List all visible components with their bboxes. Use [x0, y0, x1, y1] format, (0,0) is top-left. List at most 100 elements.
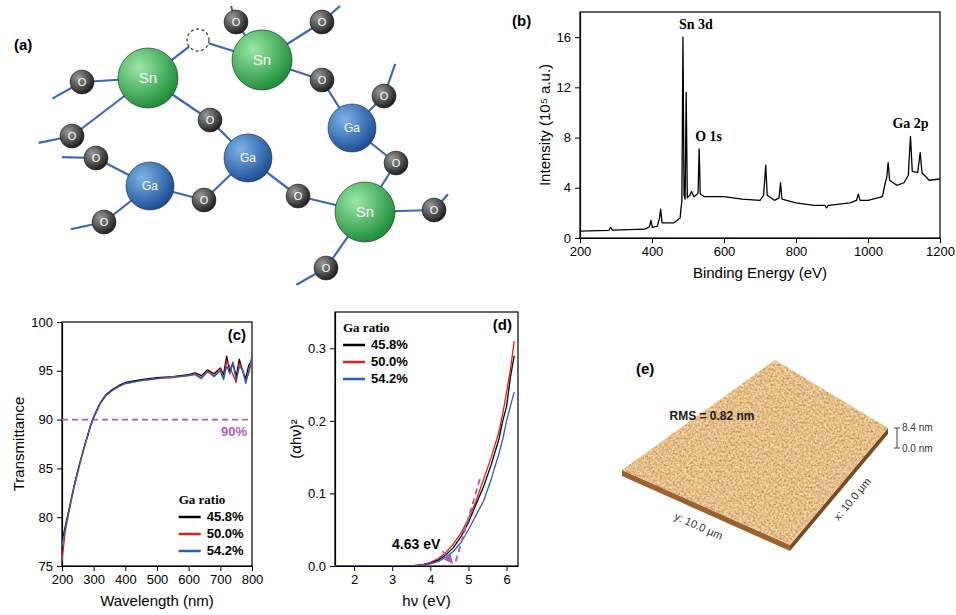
tick-label: 0.0 — [308, 559, 326, 574]
tick-mark — [575, 138, 580, 139]
atom — [384, 151, 408, 175]
tick: 400 — [642, 238, 664, 259]
legend-swatch — [343, 361, 365, 364]
tick-mark — [468, 566, 469, 571]
atom-label: O — [318, 74, 327, 86]
tick: 3 — [389, 566, 396, 587]
atom — [126, 162, 174, 210]
tick-label: 5 — [465, 572, 472, 587]
data-line — [62, 355, 252, 546]
tick-mark — [575, 87, 580, 88]
data-line — [62, 356, 252, 541]
x-axis: 23456 — [336, 566, 519, 587]
tick: 600 — [714, 238, 736, 259]
atom — [198, 108, 222, 132]
tick-mark — [507, 566, 508, 571]
tick: 0.2 — [308, 414, 335, 429]
tick-mark — [94, 566, 95, 571]
tick: 800 — [242, 566, 264, 587]
tick-label: 80 — [39, 510, 53, 525]
z-scale-tick — [894, 448, 900, 449]
panel-letter: (e) — [636, 360, 654, 377]
atom-label: Ga — [142, 179, 158, 193]
tick-mark — [62, 566, 63, 571]
z-scale-bar — [897, 428, 898, 448]
tick-mark — [940, 238, 941, 243]
tick: 75 — [39, 559, 62, 574]
tick-mark — [330, 421, 335, 422]
legend-label: 54.2% — [371, 371, 408, 386]
data-line — [335, 392, 514, 566]
plot-frame — [62, 322, 252, 566]
legend-label: 45.8% — [207, 509, 244, 524]
data-line — [335, 356, 514, 566]
legend-swatch — [179, 550, 201, 553]
tick: 0.1 — [308, 486, 335, 501]
annotation: Sn 3d — [679, 17, 713, 32]
atom-label: O — [294, 190, 303, 202]
tick-mark — [125, 566, 126, 571]
tick-mark — [575, 238, 580, 239]
x-extent-label: x: 10.0 µm — [831, 475, 873, 522]
panel-letter: (b) — [512, 12, 531, 29]
tick-label: 100 — [31, 315, 53, 330]
tick: 200 — [52, 566, 74, 587]
atom — [328, 104, 376, 152]
atom — [335, 182, 395, 242]
tick-label: 1200 — [926, 244, 955, 259]
tick: 600 — [178, 566, 200, 587]
tick-mark — [724, 238, 725, 243]
tick: 85 — [39, 461, 62, 476]
annotation: 4.63 eV — [392, 536, 441, 552]
y-axis-title: Transmittance — [10, 397, 27, 491]
plot-area — [580, 37, 940, 231]
axis-line — [62, 323, 63, 567]
plot-area — [335, 341, 514, 566]
tick: 2 — [351, 566, 358, 587]
figure: SnSnGaGaGaSnOOOOOOOOOOOOOO(a)20040060080… — [0, 0, 956, 615]
chart-panel: 234560.00.10.20.34.63 eVhν (eV)(αhν)²Ga … — [287, 312, 519, 610]
tick: 800 — [786, 238, 808, 259]
tick: 1000 — [854, 238, 883, 259]
panel-e: RMS = 0.82 nm8.4 nm0.0 nmy: 10.0 µmx: 10… — [622, 360, 933, 551]
panel-letter: (d) — [493, 316, 512, 333]
tick: 80 — [39, 510, 62, 525]
tick-label: 8 — [564, 130, 571, 145]
data-line — [335, 341, 514, 566]
tick-label: 600 — [178, 572, 200, 587]
legend-title: Ga ratio — [179, 492, 226, 507]
atom — [192, 188, 216, 212]
y-axis: 7580859095100 — [31, 315, 62, 574]
axis-line — [580, 13, 581, 239]
atom — [422, 198, 446, 222]
atom — [70, 70, 94, 94]
tick: 16 — [557, 30, 580, 45]
annotation: O 1s — [695, 129, 722, 144]
axis-line — [581, 238, 941, 239]
z-scale-tick — [894, 428, 900, 429]
legend-swatch — [179, 516, 201, 519]
legend: Ga ratio45.8%50.0%54.2% — [343, 320, 408, 386]
z-max-label: 8.4 nm — [902, 422, 933, 433]
plot-area — [62, 355, 252, 561]
rms-label: RMS = 0.82 nm — [669, 409, 754, 423]
tick-mark — [575, 37, 580, 38]
y-extent-label: y: 10.0 µm — [673, 510, 725, 542]
legend-title: Ga ratio — [343, 320, 390, 335]
tick-label: 0.1 — [308, 486, 326, 501]
tick-label: 75 — [39, 559, 53, 574]
atom-label: O — [206, 114, 215, 126]
tick: 90 — [39, 412, 62, 427]
tick: 500 — [147, 566, 169, 587]
y-axis: 0481216 — [557, 13, 581, 246]
tick-label: 85 — [39, 461, 53, 476]
tick-mark — [220, 566, 221, 571]
legend-label: 50.0% — [207, 526, 244, 541]
tick-mark — [57, 566, 62, 567]
atom-label: O — [100, 216, 109, 228]
reference-label: 90% — [221, 424, 247, 439]
legend-label: 54.2% — [207, 543, 244, 558]
atom — [60, 124, 84, 148]
tick-label: 200 — [52, 572, 74, 587]
tick-mark — [252, 566, 253, 571]
